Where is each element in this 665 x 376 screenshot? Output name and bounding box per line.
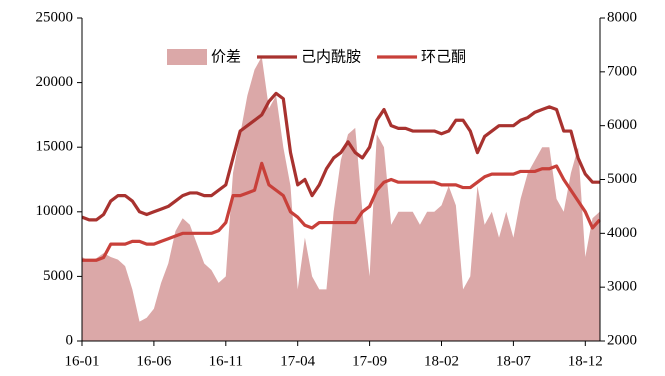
y2-tick-label: 3000: [607, 279, 637, 295]
y-tick-label: 15000: [36, 139, 74, 155]
y-tick-label: 25000: [36, 9, 74, 25]
line: [81, 91, 600, 222]
y-tick-label: 20000: [36, 74, 74, 90]
legend-label: 环己酮: [421, 48, 466, 66]
x-tick-label: 18-07: [496, 353, 531, 369]
x-tick-label: 18-12: [568, 353, 603, 369]
area: [82, 56, 600, 341]
y2-tick-label: 7000: [607, 63, 637, 79]
y2-tick-label: 8000: [607, 9, 637, 25]
legend-swatch: [167, 49, 207, 65]
y-tick-label: 0: [66, 332, 74, 348]
x-tick-label: 16-06: [136, 353, 171, 369]
y-tick-label: 5000: [43, 268, 73, 284]
x-tick-label: 17-04: [280, 353, 315, 369]
y-tick-label: 10000: [36, 203, 74, 219]
y2-tick-label: 5000: [607, 171, 637, 187]
y2-tick-label: 6000: [607, 117, 637, 133]
y2-tick-label: 2000: [607, 332, 637, 348]
x-tick-label: 17-09: [352, 353, 387, 369]
x-tick-label: 16-01: [65, 353, 100, 369]
y2-tick-label: 4000: [607, 225, 637, 241]
x-tick-label: 18-02: [424, 353, 459, 369]
legend-label: 价差: [211, 48, 241, 66]
x-tick-label: 16-11: [209, 353, 243, 369]
legend-label: 己内酰胺: [301, 48, 361, 66]
line: [82, 161, 601, 262]
